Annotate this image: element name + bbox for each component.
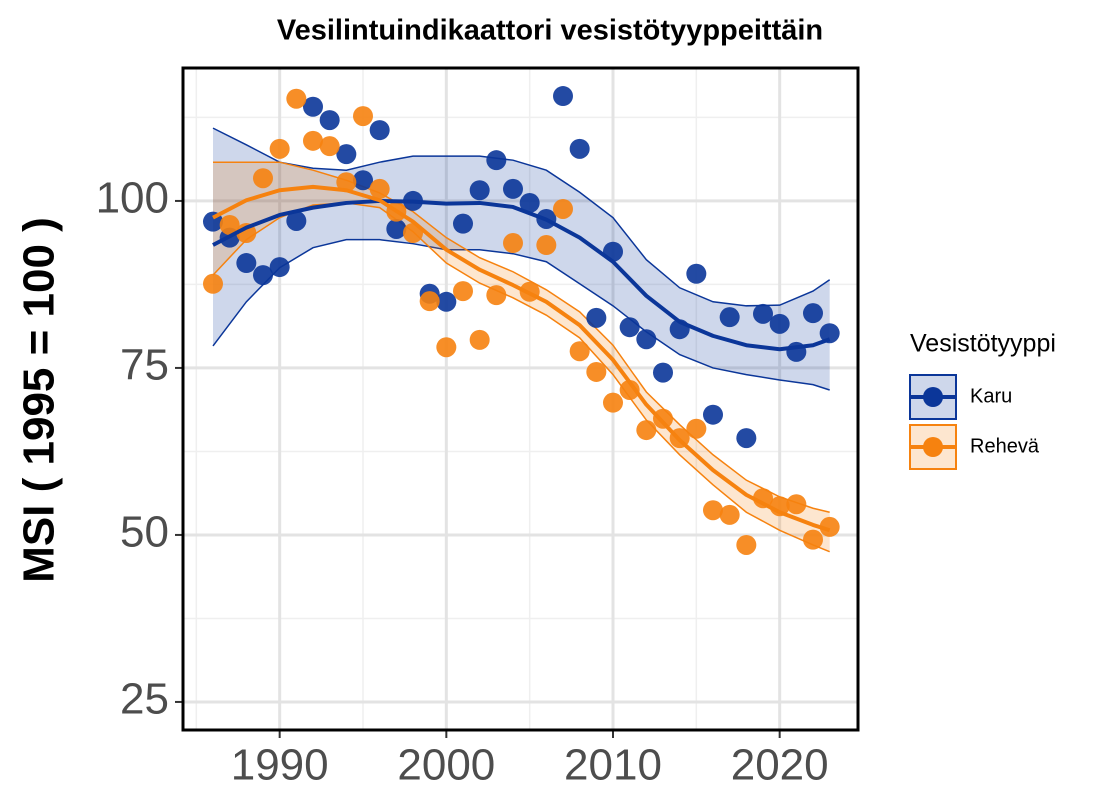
point [819,323,840,344]
point [269,138,290,159]
band-edge [213,161,830,513]
legend-point [923,387,943,407]
point [753,303,773,324]
point [319,110,340,131]
point [519,192,540,213]
point [719,504,740,525]
point [386,218,407,239]
point [586,307,607,328]
point [286,88,307,109]
point [736,534,757,555]
x-tick-label: 2000 [397,741,495,790]
trend-line [212,184,831,533]
legend-title: Vesistötyyppi [910,330,1056,358]
point [453,281,473,302]
point [736,428,757,449]
point [686,263,707,284]
point [503,233,523,254]
point [553,86,573,107]
point [436,337,457,358]
plot-border [181,66,860,732]
point [803,529,823,550]
legend-label: Karu [970,385,1012,407]
point [219,214,240,235]
point [636,420,657,441]
point [286,210,307,231]
point [269,257,290,278]
point [503,178,523,199]
point [253,265,273,286]
point [353,106,373,127]
point [369,120,390,141]
band-edge [212,202,830,553]
trend-line [212,198,831,352]
point [486,285,507,306]
band-edge [212,238,830,391]
point [769,313,790,334]
point [419,291,440,312]
point [619,317,640,338]
point [369,178,390,199]
legend-label: Rehevä [970,435,1040,457]
chart-title: Vesilintuindikaattori vesistötyyppeittäi… [277,15,823,47]
point [786,494,807,515]
point [619,379,640,400]
legend-point [923,437,943,457]
y-tick-label: 50 [120,508,169,557]
point [486,150,507,171]
point [236,253,257,274]
point [553,198,573,219]
point [719,307,740,328]
point [236,222,257,243]
point [336,144,357,165]
point [203,273,223,294]
point [469,180,490,201]
x-tick-label: 2010 [564,741,662,790]
point [353,170,373,191]
point [436,291,457,312]
point [803,303,823,324]
point [453,213,473,234]
y-axis-label: MSI ( 1995 = 100 ) [15,217,64,583]
point [703,500,723,521]
x-tick-label: 1990 [231,741,329,790]
point [603,392,623,413]
y-tick-label: 75 [120,341,169,390]
point [569,138,590,159]
x-tick-label: 2020 [731,741,829,790]
point [253,168,273,189]
point [686,418,707,439]
band-edge [212,127,831,307]
point [586,361,607,382]
point [653,408,673,429]
point [319,136,340,157]
confidence-band [213,162,830,552]
point [753,488,773,509]
point [819,516,840,537]
point [303,130,323,151]
point [303,96,323,117]
point [469,329,490,350]
y-tick-label: 25 [120,675,169,724]
point [636,329,657,350]
point [569,341,590,362]
point [703,404,723,425]
point [536,235,557,256]
y-tick-label: 100 [96,174,169,223]
point [653,362,673,383]
point [336,172,357,193]
